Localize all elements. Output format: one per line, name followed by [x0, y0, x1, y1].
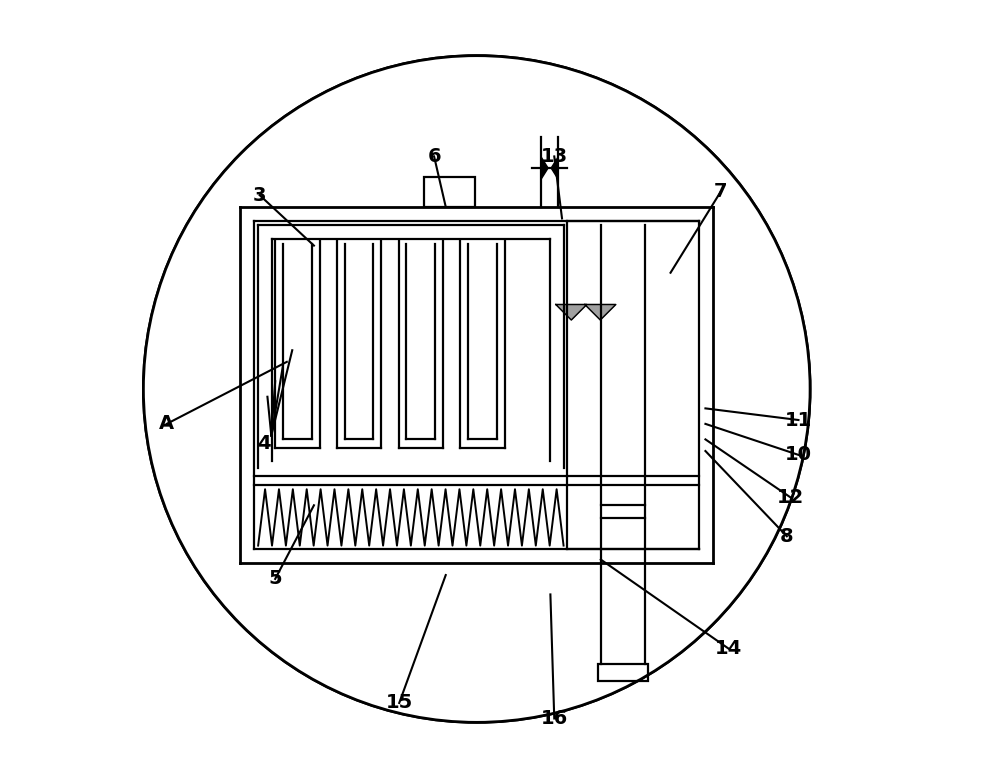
- Text: 8: 8: [780, 527, 794, 546]
- Bar: [424, 177, 475, 207]
- Text: 16: 16: [541, 709, 568, 728]
- Text: 13: 13: [541, 147, 568, 166]
- Polygon shape: [556, 304, 587, 320]
- Text: 7: 7: [714, 182, 728, 201]
- Text: 3: 3: [253, 186, 266, 205]
- Text: 10: 10: [785, 445, 812, 464]
- Text: 14: 14: [715, 640, 742, 658]
- Polygon shape: [541, 157, 548, 179]
- Text: 5: 5: [268, 569, 282, 588]
- Text: 15: 15: [386, 693, 413, 713]
- Text: 12: 12: [777, 488, 804, 507]
- Text: 4: 4: [257, 434, 270, 453]
- Bar: [598, 664, 648, 682]
- Polygon shape: [551, 157, 558, 179]
- Polygon shape: [585, 304, 616, 320]
- Circle shape: [143, 56, 810, 722]
- Text: A: A: [159, 415, 174, 433]
- Text: 11: 11: [785, 411, 812, 429]
- Text: 6: 6: [427, 147, 441, 166]
- Circle shape: [143, 56, 810, 722]
